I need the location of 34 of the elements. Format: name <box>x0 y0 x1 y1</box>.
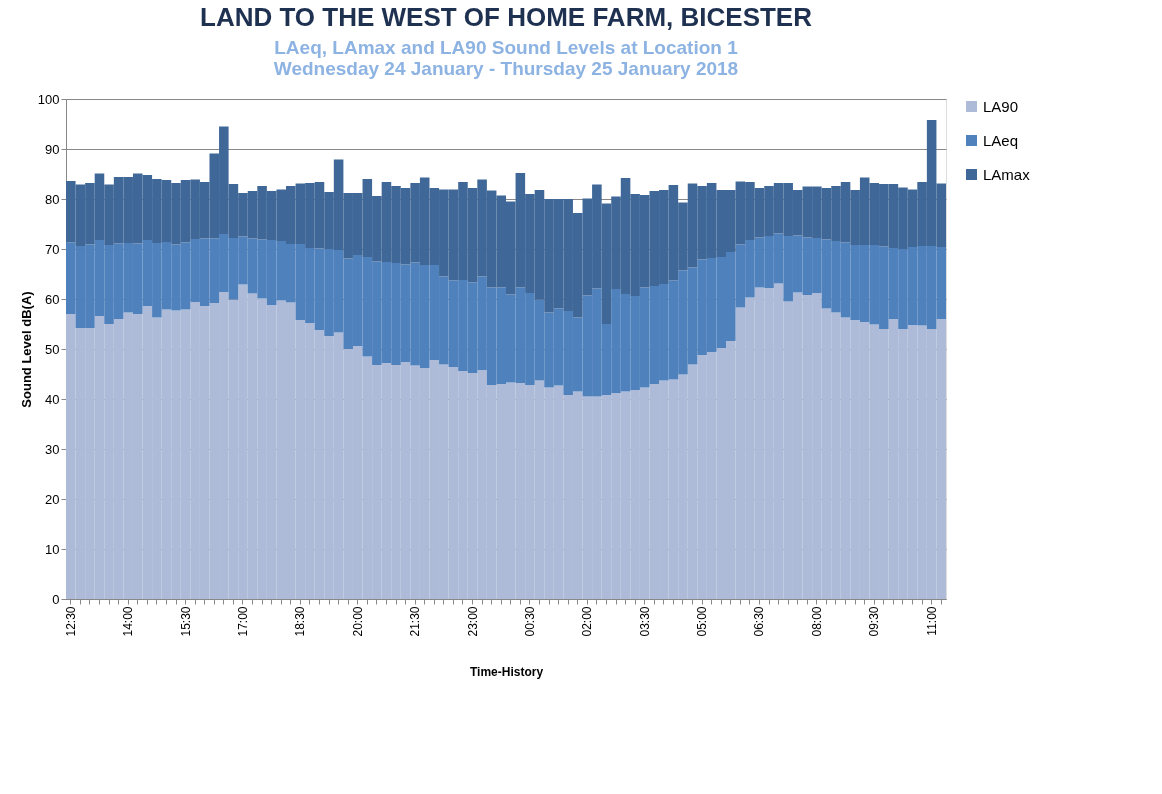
x-tick-label: 23:00 <box>465 606 480 637</box>
y-tick-label: 80 <box>45 191 60 207</box>
x-tick-label: 06:30 <box>752 606 767 637</box>
y-tick-label: 90 <box>45 141 60 157</box>
x-axis-title: Time-History <box>469 664 544 679</box>
x-tick-label: 03:30 <box>637 606 652 637</box>
y-tick-label: 30 <box>45 441 60 457</box>
y-tick-label: 10 <box>45 541 60 557</box>
y-tick-label: 40 <box>45 391 60 407</box>
x-tick-label: 21:30 <box>408 606 423 637</box>
y-tick-label: 50 <box>45 341 60 357</box>
x-tick-label: 15:30 <box>178 606 193 637</box>
chart-subtitle: LAeq, LAmax and LA90 Sound Levels at Location 1 Wednesday 24 January - Thursday 25 January 2018 <box>273 37 739 79</box>
x-tick-label: 12:30 <box>63 606 78 637</box>
x-tick-label: 17:00 <box>235 606 250 637</box>
x-tick-label: 00:30 <box>522 606 537 637</box>
x-tick-label: 11:00 <box>924 606 939 636</box>
y-tick-label: 100 <box>37 91 60 107</box>
y-tick-label: 0 <box>52 591 60 607</box>
x-tick-label: 14:00 <box>121 606 136 637</box>
y-axis-title: Sound Level dB(A) <box>18 291 34 408</box>
x-tick-label: 18:30 <box>293 606 308 637</box>
legend-label: LA90 <box>983 97 1019 115</box>
y-tick-label: 70 <box>45 241 60 257</box>
x-tick-label: 20:00 <box>350 606 365 637</box>
x-tick-label: 09:30 <box>867 606 882 637</box>
y-tick-label: 60 <box>45 291 60 307</box>
y-tick-label: 20 <box>45 491 60 507</box>
legend-label: LAeq <box>983 131 1019 149</box>
x-tick-label: 08:00 <box>809 606 824 637</box>
x-tick-label: 02:00 <box>580 606 595 637</box>
chart-title: LAND TO THE WEST OF HOME FARM, BICESTER <box>200 2 813 32</box>
legend-label: LAmax <box>983 165 1031 183</box>
x-tick-label: 05:00 <box>695 606 710 637</box>
